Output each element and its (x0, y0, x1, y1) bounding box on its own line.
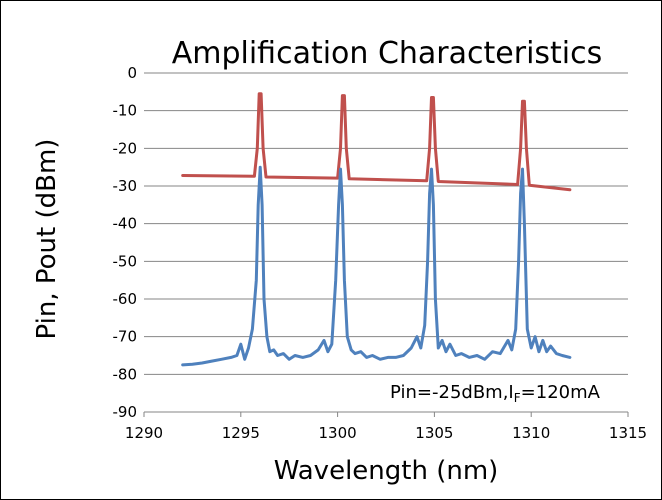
y-axis-label: Pin, Pout (dBm) (32, 139, 62, 340)
chart-title: Amplification Characteristics (172, 36, 603, 71)
series-group (181, 92, 572, 367)
y-tick-label: -30 (113, 177, 138, 195)
annotation-subscript: F (514, 391, 521, 405)
x-tick-label: 1295 (222, 424, 260, 442)
y-tick-label: 0 (127, 64, 137, 82)
x-tick-label: 1290 (125, 424, 163, 442)
y-tick-labels: 0 -10 -20 -30 -40 -50 -60 -70 -80 -90 (113, 64, 138, 421)
y-tick-label: -10 (113, 102, 138, 120)
series-line-2 (181, 165, 572, 367)
y-tick-label: -80 (113, 365, 138, 383)
y-tick-label: -50 (113, 252, 138, 270)
x-tick-label: 1300 (319, 424, 357, 442)
y-tick-label: -60 (113, 290, 138, 308)
y-tick-label: -20 (113, 139, 138, 157)
annotation-prefix: Pin=-25dBm,I (390, 382, 514, 403)
annotation-suffix: =120mA (521, 382, 601, 403)
y-tick-label: -70 (113, 328, 138, 346)
condition-annotation: Pin=-25dBm,IF=120mA (390, 382, 601, 405)
x-tick-labels: 1290 1295 1300 1305 1310 1315 (125, 412, 647, 442)
y-tick-label: -40 (113, 215, 138, 233)
x-axis-label: Wavelength (nm) (274, 456, 499, 486)
series-line-1 (181, 92, 572, 192)
x-tick-label: 1305 (415, 424, 453, 442)
gridlines (144, 72, 628, 375)
y-tick-label: -90 (113, 403, 138, 421)
x-tick-label: 1310 (512, 424, 550, 442)
x-tick-label: 1315 (609, 424, 647, 442)
